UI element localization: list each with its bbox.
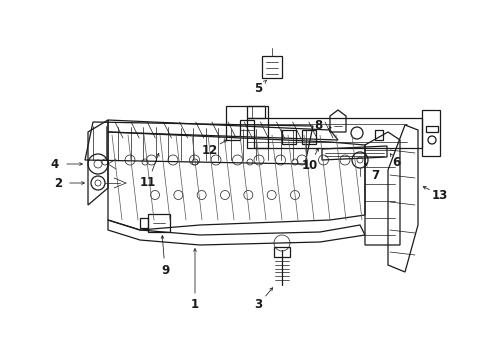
- Text: 5: 5: [253, 81, 262, 95]
- Text: 1: 1: [190, 298, 199, 311]
- Text: 6: 6: [391, 156, 399, 168]
- Text: 9: 9: [161, 264, 169, 276]
- Text: 8: 8: [313, 118, 322, 131]
- Text: 13: 13: [431, 189, 447, 202]
- Text: 4: 4: [51, 158, 59, 171]
- Text: 3: 3: [253, 298, 262, 311]
- Text: 12: 12: [202, 144, 218, 157]
- Text: 7: 7: [370, 168, 378, 181]
- Text: 11: 11: [140, 176, 156, 189]
- Text: 2: 2: [54, 176, 62, 189]
- Text: 10: 10: [301, 158, 318, 171]
